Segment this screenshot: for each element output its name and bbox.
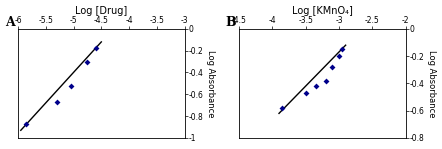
Point: [67, 84, 74, 87]
Point: [339, 48, 346, 51]
Point: [84, 60, 91, 63]
Point: [322, 79, 329, 82]
Point: [53, 101, 61, 103]
Y-axis label: Log Absorbance: Log Absorbance: [427, 50, 436, 117]
Point: [92, 47, 99, 50]
Text: A: A: [5, 16, 15, 29]
Text: B: B: [226, 16, 236, 29]
X-axis label: Log [KMnO₄]: Log [KMnO₄]: [292, 6, 353, 15]
X-axis label: Log [Drug]: Log [Drug]: [75, 6, 127, 15]
Y-axis label: Log Absorbance: Log Absorbance: [206, 50, 215, 117]
Point: [312, 85, 319, 87]
Point: [302, 92, 309, 94]
Point: [329, 66, 336, 68]
Point: [335, 55, 343, 57]
Point: [23, 123, 30, 125]
Point: [279, 107, 286, 109]
